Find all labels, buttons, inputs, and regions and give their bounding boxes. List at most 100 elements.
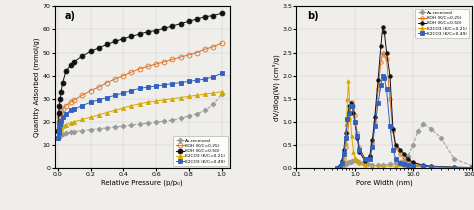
As-received xyxy=(405,155,410,158)
KOH (K/C=0.50) xyxy=(397,148,403,151)
K2CO3 (K/C=0.49) xyxy=(334,167,340,169)
KOH (K/C=0.50) xyxy=(345,118,350,121)
As-received xyxy=(104,127,110,129)
K2CO3 (K/C=0.21) xyxy=(346,80,351,82)
As-received xyxy=(346,161,352,164)
KOH (K/C=0.25) xyxy=(367,155,373,158)
KOH (K/C=0.25) xyxy=(145,65,151,68)
K2CO3 (K/C=0.49) xyxy=(178,81,183,84)
K2CO3 (K/C=0.49) xyxy=(380,74,385,77)
KOH (K/C=0.25) xyxy=(137,67,143,70)
K2CO3 (K/C=0.21) xyxy=(57,127,63,130)
KOH (K/C=0.25) xyxy=(186,54,191,56)
KOH (K/C=0.25) xyxy=(428,165,434,168)
KOH (K/C=0.25) xyxy=(410,162,416,165)
K2CO3 (K/C=0.21) xyxy=(145,101,151,104)
KOH (K/C=0.25) xyxy=(194,51,200,54)
KOH (K/C=0.25) xyxy=(451,166,457,169)
K2CO3 (K/C=0.21) xyxy=(356,162,362,165)
K2CO3 (K/C=0.49) xyxy=(397,162,403,165)
Legend: As-received, KOH (K/C=0.25), KOH (K/C=0.50), K2CO3 (K/C=0.21), K2CO3 (K/C=0.49): As-received, KOH (K/C=0.25), KOH (K/C=0.… xyxy=(415,9,469,38)
Text: b): b) xyxy=(307,11,319,21)
KOH (K/C=0.25) xyxy=(346,118,352,121)
As-received xyxy=(415,130,421,132)
K2CO3 (K/C=0.49) xyxy=(186,80,191,83)
As-received xyxy=(341,164,346,167)
KOH (K/C=0.25) xyxy=(162,60,167,63)
K2CO3 (K/C=0.21) xyxy=(344,123,349,125)
KOH (K/C=0.50) xyxy=(68,64,74,66)
As-received xyxy=(162,120,167,122)
K2CO3 (K/C=0.21) xyxy=(178,96,183,99)
K2CO3 (K/C=0.21) xyxy=(56,131,62,134)
KOH (K/C=0.50) xyxy=(137,33,143,35)
K2CO3 (K/C=0.49) xyxy=(202,78,208,80)
KOH (K/C=0.50) xyxy=(375,79,381,81)
K2CO3 (K/C=0.21) xyxy=(380,165,385,167)
KOH (K/C=0.25) xyxy=(337,165,343,168)
K2CO3 (K/C=0.21) xyxy=(345,97,350,100)
K2CO3 (K/C=0.21) xyxy=(202,93,208,95)
K2CO3 (K/C=0.49) xyxy=(56,132,62,135)
As-received xyxy=(145,122,151,125)
Y-axis label: dV/dlog(W) (cm³/g): dV/dlog(W) (cm³/g) xyxy=(272,54,280,121)
As-received xyxy=(355,160,360,162)
KOH (K/C=0.50) xyxy=(401,153,407,155)
K2CO3 (K/C=0.21) xyxy=(334,167,340,169)
K2CO3 (K/C=0.49) xyxy=(71,108,77,110)
KOH (K/C=0.50) xyxy=(186,20,191,23)
K2CO3 (K/C=0.49) xyxy=(68,109,74,112)
KOH (K/C=0.25) xyxy=(202,48,208,50)
KOH (K/C=0.25) xyxy=(56,115,62,117)
KOH (K/C=0.25) xyxy=(343,146,348,148)
K2CO3 (K/C=0.21) xyxy=(347,104,353,107)
K2CO3 (K/C=0.49) xyxy=(55,137,61,139)
As-received xyxy=(170,119,175,121)
KOH (K/C=0.25) xyxy=(378,60,384,63)
KOH (K/C=0.25) xyxy=(71,99,77,101)
KOH (K/C=0.50) xyxy=(387,74,393,77)
K2CO3 (K/C=0.21) xyxy=(80,118,85,121)
KOH (K/C=0.50) xyxy=(370,139,375,142)
KOH (K/C=0.25) xyxy=(334,167,340,169)
K2CO3 (K/C=0.49) xyxy=(355,134,360,137)
Line: KOH (K/C=0.25): KOH (K/C=0.25) xyxy=(55,41,224,134)
KOH (K/C=0.50) xyxy=(337,164,343,167)
K2CO3 (K/C=0.49) xyxy=(370,146,375,148)
K2CO3 (K/C=0.21) xyxy=(349,134,355,137)
As-received xyxy=(370,164,375,166)
KOH (K/C=0.50) xyxy=(348,102,354,105)
K2CO3 (K/C=0.21) xyxy=(194,94,200,97)
KOH (K/C=0.25) xyxy=(219,42,224,45)
K2CO3 (K/C=0.49) xyxy=(382,77,387,79)
K2CO3 (K/C=0.49) xyxy=(104,96,110,99)
KOH (K/C=0.25) xyxy=(348,104,354,107)
As-received xyxy=(339,165,345,167)
KOH (K/C=0.25) xyxy=(380,51,385,54)
KOH (K/C=0.50) xyxy=(451,166,457,168)
K2CO3 (K/C=0.49) xyxy=(420,165,426,167)
K2CO3 (K/C=0.21) xyxy=(401,165,407,168)
KOH (K/C=0.50) xyxy=(349,104,355,107)
K2CO3 (K/C=0.21) xyxy=(352,157,358,159)
K2CO3 (K/C=0.49) xyxy=(194,79,200,81)
K2CO3 (K/C=0.21) xyxy=(393,165,399,167)
K2CO3 (K/C=0.49) xyxy=(469,166,474,169)
KOH (K/C=0.50) xyxy=(410,161,416,164)
As-received xyxy=(428,127,434,130)
K2CO3 (K/C=0.49) xyxy=(80,104,85,107)
K2CO3 (K/C=0.49) xyxy=(393,158,399,160)
KOH (K/C=0.25) xyxy=(372,121,378,123)
K2CO3 (K/C=0.49) xyxy=(341,153,346,155)
K2CO3 (K/C=0.21) xyxy=(56,129,62,131)
Line: K2CO3 (K/C=0.21): K2CO3 (K/C=0.21) xyxy=(56,90,224,140)
As-received xyxy=(112,126,118,128)
KOH (K/C=0.50) xyxy=(88,50,93,53)
KOH (K/C=0.50) xyxy=(351,111,356,114)
KOH (K/C=0.50) xyxy=(384,51,390,54)
As-received xyxy=(348,160,354,163)
As-received xyxy=(55,137,61,139)
As-received xyxy=(153,121,159,123)
Line: K2CO3 (K/C=0.49): K2CO3 (K/C=0.49) xyxy=(56,71,224,140)
KOH (K/C=0.25) xyxy=(401,158,407,160)
